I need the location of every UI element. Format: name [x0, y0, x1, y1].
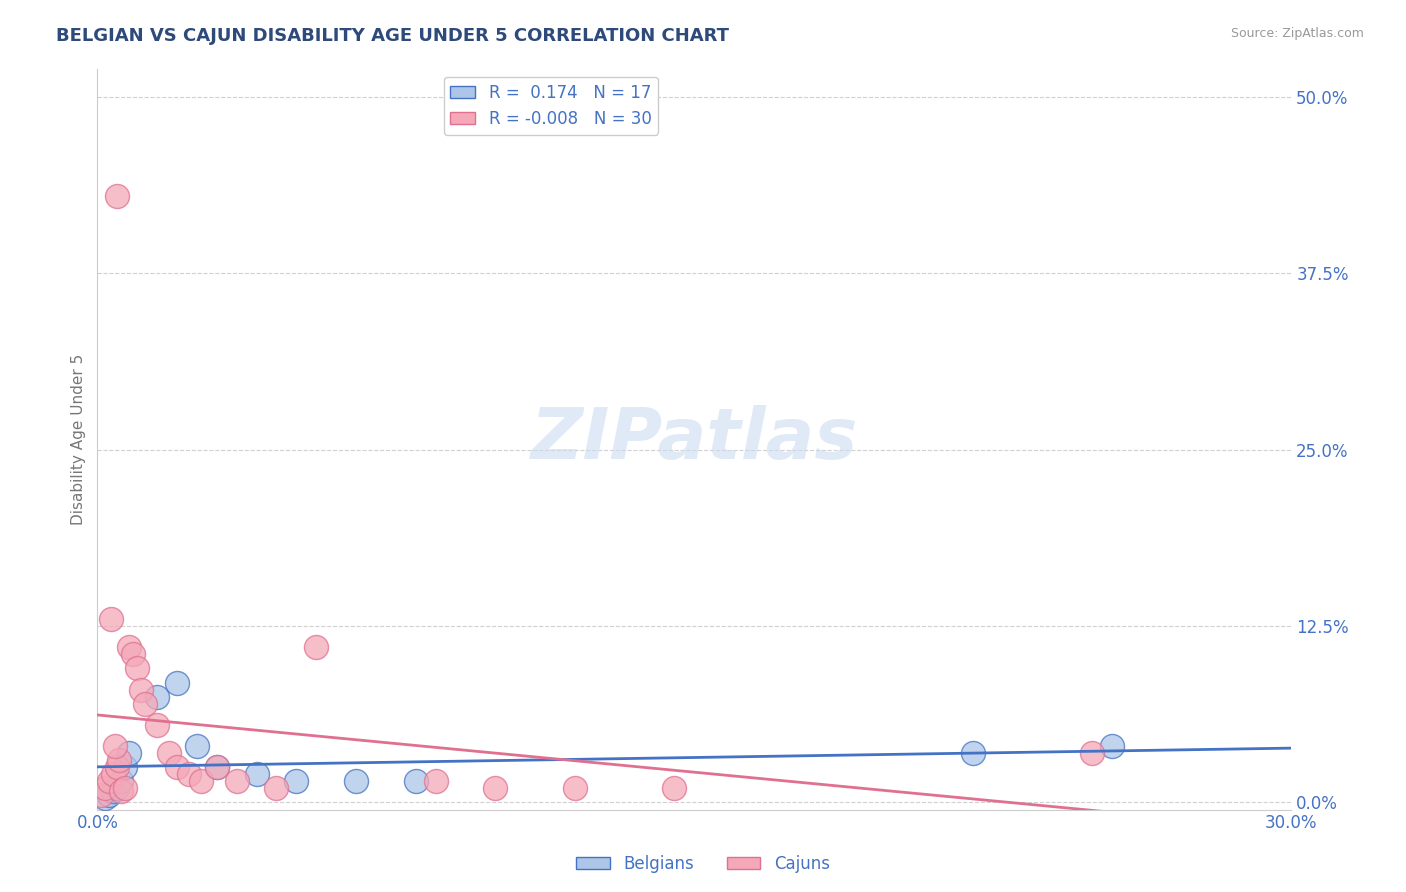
Point [564, 781, 586, 796]
Point [190, 774, 212, 789]
Point [94, 781, 117, 796]
Point [186, 739, 208, 753]
Point [103, 784, 125, 798]
Y-axis label: Disability Age Under 5: Disability Age Under 5 [72, 353, 86, 524]
Text: Source: ZipAtlas.com: Source: ZipAtlas.com [1230, 27, 1364, 40]
Point [225, 774, 247, 789]
Legend: R =  0.174   N = 17, R = -0.008   N = 30: R = 0.174 N = 17, R = -0.008 N = 30 [444, 77, 658, 135]
Point [205, 760, 228, 774]
Point [266, 781, 288, 796]
Point [94, 791, 117, 805]
Point [118, 640, 141, 655]
Point [344, 774, 367, 789]
Point [146, 690, 169, 704]
Point [127, 661, 149, 675]
Point [1081, 746, 1104, 760]
Point [484, 781, 506, 796]
Point [962, 746, 984, 760]
Point [105, 188, 128, 202]
Point [114, 781, 136, 796]
Point [108, 753, 131, 767]
Point [1101, 739, 1123, 753]
Point [205, 760, 228, 774]
Point [122, 647, 145, 661]
Point [134, 697, 156, 711]
Point [110, 784, 132, 798]
Point [90, 789, 112, 803]
Point [105, 781, 128, 796]
Point [110, 774, 132, 789]
Point [98, 774, 121, 789]
Text: ZIPatlas: ZIPatlas [530, 405, 858, 474]
Point [100, 612, 122, 626]
Point [146, 718, 169, 732]
Point [118, 746, 141, 760]
Point [103, 767, 125, 781]
Point [285, 774, 308, 789]
Point [664, 781, 686, 796]
Point [98, 789, 121, 803]
Point [305, 640, 328, 655]
Point [105, 760, 128, 774]
Point [425, 774, 447, 789]
Legend: Belgians, Cajuns: Belgians, Cajuns [569, 848, 837, 880]
Point [405, 774, 427, 789]
Text: BELGIAN VS CAJUN DISABILITY AGE UNDER 5 CORRELATION CHART: BELGIAN VS CAJUN DISABILITY AGE UNDER 5 … [56, 27, 730, 45]
Point [177, 767, 200, 781]
Point [245, 767, 267, 781]
Point [104, 739, 127, 753]
Point [166, 760, 188, 774]
Point [114, 760, 136, 774]
Point [129, 682, 152, 697]
Point [166, 675, 188, 690]
Point [157, 746, 180, 760]
